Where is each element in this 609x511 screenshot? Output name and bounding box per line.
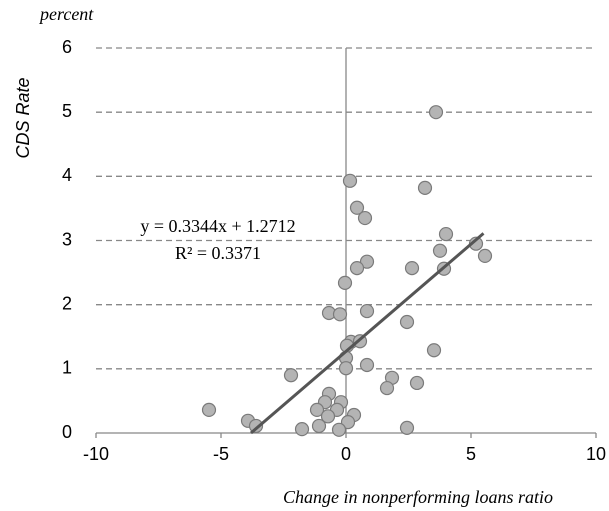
scatter-point	[426, 343, 442, 358]
scatter-point	[320, 409, 336, 424]
x-tick-label: -10	[83, 444, 109, 464]
scatter-point	[409, 375, 425, 391]
x-tick-label: 10	[586, 444, 606, 464]
trendline-equation: y = 0.3344x + 1.2712	[140, 216, 295, 236]
scatter-point	[404, 260, 420, 276]
scatter-point	[337, 275, 353, 290]
y-tick-label: 0	[62, 422, 72, 442]
y-tick-label: 1	[62, 358, 72, 378]
scatter-point	[349, 200, 365, 215]
scatter-point	[379, 380, 395, 396]
y-tick-label: 2	[62, 293, 72, 313]
y-tick-label: 3	[62, 229, 72, 249]
scatter-point	[331, 422, 347, 437]
scatter-point	[332, 307, 348, 322]
x-tick-label: -5	[213, 444, 229, 464]
scatter-point	[359, 303, 375, 319]
scatter-point	[338, 361, 354, 376]
scatter-point	[349, 260, 365, 276]
scatter-point	[399, 314, 415, 330]
scatter-point	[359, 254, 375, 269]
scatter-point	[399, 420, 415, 435]
scatter-point	[311, 418, 327, 434]
x-tick-label: 0	[341, 444, 351, 464]
scatter-point	[340, 414, 356, 430]
scatter-point	[357, 210, 373, 226]
scatter-point	[201, 402, 217, 417]
y-tick-label: 6	[62, 37, 72, 57]
scatter-point	[417, 180, 433, 195]
scatter-point	[432, 243, 448, 258]
scatter-point	[359, 357, 375, 373]
y-tick-label: 5	[62, 101, 72, 121]
y-axis-label: CDS Rate	[13, 77, 33, 158]
y-tick-label: 4	[62, 165, 72, 185]
y-unit: percent	[38, 4, 94, 24]
x-axis-label: Change in nonperforming loans ratio	[283, 487, 553, 507]
scatter-point	[342, 173, 358, 188]
scatter-point	[248, 418, 264, 434]
scatter-point	[477, 248, 493, 263]
scatter-point	[294, 422, 310, 437]
scatter-point	[438, 226, 454, 242]
trendline	[250, 232, 485, 435]
scatter-point	[309, 402, 325, 417]
x-tick-label: 5	[466, 444, 476, 464]
scatter-point	[283, 368, 299, 383]
trendline-equation: R² = 0.3371	[175, 243, 261, 263]
scatter-point	[428, 105, 444, 120]
